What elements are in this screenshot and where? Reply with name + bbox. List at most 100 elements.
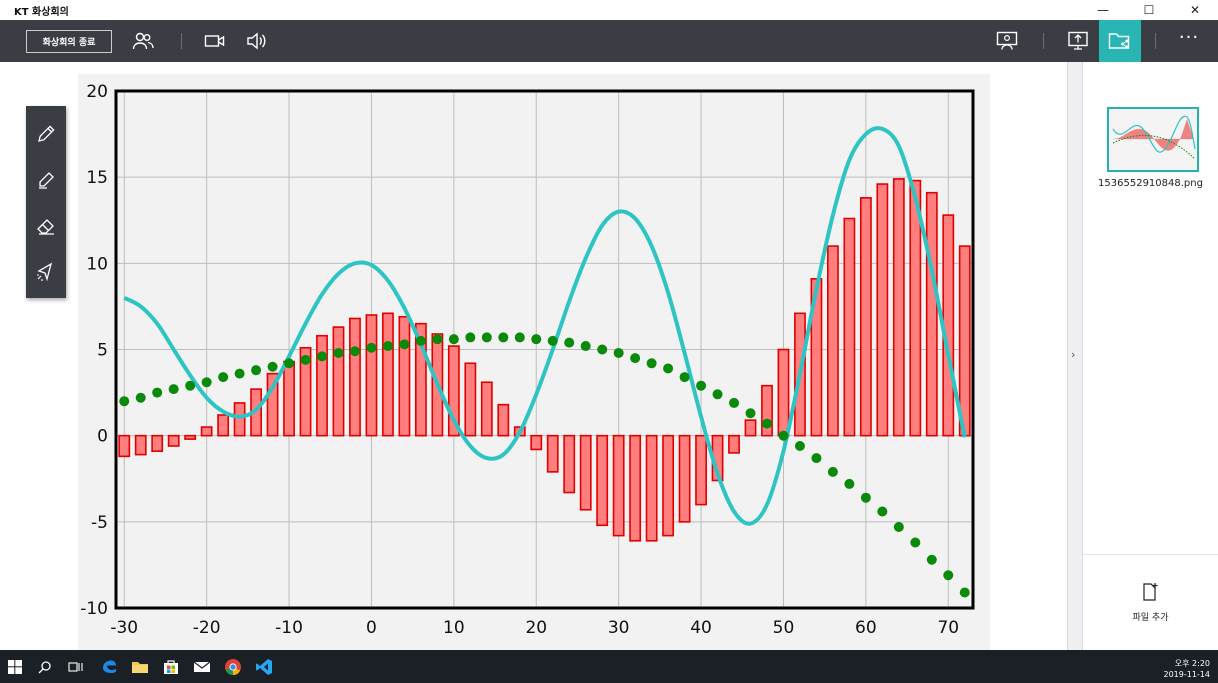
x-tick-label: -30 <box>110 618 138 638</box>
x-tick-label: 50 <box>773 618 795 638</box>
add-file-label: 파일 추가 <box>1132 613 1169 623</box>
store-icon[interactable] <box>161 658 181 676</box>
window-controls: — ☐ ✕ <box>1080 0 1218 20</box>
chart-point <box>827 466 838 477</box>
chart-point <box>152 387 163 398</box>
chart-point <box>860 492 871 503</box>
chart-bar <box>316 334 328 437</box>
chart-bar <box>546 434 559 473</box>
chart-bar <box>761 384 773 437</box>
chart-bar <box>447 345 460 437</box>
file-thumbnail[interactable] <box>1107 107 1199 172</box>
chart-point <box>613 347 624 358</box>
minimize-button[interactable]: — <box>1097 3 1109 17</box>
chart-bar <box>184 434 197 440</box>
speaker-icon[interactable] <box>244 29 270 53</box>
chart-bar <box>398 315 411 437</box>
toolbar-separator <box>1043 33 1044 49</box>
chart-bar <box>942 214 955 437</box>
x-tick-label: 70 <box>937 618 959 638</box>
chart-bar <box>728 434 740 454</box>
y-tick-label: -5 <box>91 513 108 533</box>
chart-point <box>547 335 558 346</box>
chart-bar <box>827 245 839 437</box>
pen-icon[interactable] <box>32 120 60 148</box>
laser-pointer-icon[interactable] <box>32 258 60 286</box>
chart-bar <box>859 197 872 437</box>
chart-point <box>597 344 608 355</box>
maximize-button[interactable]: ☐ <box>1143 3 1155 17</box>
file-name[interactable]: 1536552910848.png <box>1098 178 1203 189</box>
x-tick-label: 60 <box>855 618 877 638</box>
shared-whiteboard[interactable]: -30 -20 -10 0 10 20 30 40 50 60 70 -10 -5 0 5 10 15 20 <box>0 62 1067 650</box>
task-view-icon[interactable] <box>66 658 86 676</box>
clock-date: 2019-11-14 <box>1163 670 1211 679</box>
chart-bar <box>332 326 345 437</box>
chart-point <box>432 334 443 345</box>
panel-collapse-handle[interactable]: › <box>1067 62 1083 650</box>
presenter-icon[interactable] <box>995 29 1021 53</box>
chart-bar <box>744 419 757 437</box>
app-title: KT 화상회의 <box>14 6 69 18</box>
screen-share-icon[interactable] <box>1065 29 1091 53</box>
chart-point <box>712 389 723 400</box>
chart-point <box>679 372 690 383</box>
highlighter-icon[interactable] <box>32 166 60 194</box>
windows-taskbar: 오후 2:20 2019-11-14 <box>0 650 1218 683</box>
chart-point <box>745 408 756 419</box>
search-icon[interactable] <box>35 658 55 676</box>
y-tick-label: 0 <box>97 427 108 447</box>
x-tick-label: -10 <box>275 618 303 638</box>
add-file-button[interactable]: 파일 추가 <box>1083 582 1218 632</box>
chart-point <box>696 380 707 391</box>
chart-bar <box>217 414 230 437</box>
chart-point <box>926 554 937 565</box>
chart-point <box>761 418 772 429</box>
file-share-tab[interactable] <box>1099 20 1141 62</box>
toolbar-separator <box>1155 33 1156 49</box>
participants-icon[interactable] <box>130 29 156 53</box>
chart-point <box>284 358 295 369</box>
x-tick-label: -20 <box>193 618 221 638</box>
chrome-icon[interactable] <box>223 658 243 676</box>
file-explorer-icon[interactable] <box>130 658 150 676</box>
chart-point <box>119 396 130 407</box>
chart-line-series <box>123 126 967 526</box>
y-tick-label: 5 <box>97 341 108 361</box>
chart-bar <box>843 217 856 437</box>
camera-icon[interactable] <box>202 29 228 53</box>
chart-bar <box>283 360 295 437</box>
chart-bar <box>662 434 675 537</box>
windows-start-icon[interactable] <box>5 658 25 676</box>
mail-icon[interactable] <box>192 658 212 676</box>
chart-bar <box>349 317 361 437</box>
chart-point <box>778 430 789 441</box>
end-meeting-button[interactable]: 화상회의 종료 <box>26 30 112 53</box>
x-tick-label: 20 <box>525 618 547 638</box>
chart-bar <box>266 372 279 437</box>
chart-bar <box>480 381 493 437</box>
close-button[interactable]: ✕ <box>1189 3 1201 17</box>
chart-bar <box>612 434 625 537</box>
vscode-icon[interactable] <box>254 658 274 676</box>
chart-point <box>580 341 591 352</box>
eraser-icon[interactable] <box>32 212 60 240</box>
chart-point <box>234 368 245 379</box>
file-share-icon <box>1107 29 1133 53</box>
chart-bar <box>382 312 394 437</box>
edge-icon[interactable] <box>99 658 119 676</box>
chart-bar <box>464 362 477 437</box>
chart-bar <box>645 434 658 542</box>
chart-point <box>168 384 179 395</box>
chart-point <box>943 570 954 581</box>
chart-point <box>844 478 855 489</box>
chart-bar <box>909 179 922 437</box>
plot-frame <box>114 89 975 610</box>
chart-point <box>267 361 278 372</box>
chart-point <box>135 392 146 403</box>
system-clock[interactable]: 오후 2:20 2019-11-14 <box>1164 658 1211 680</box>
chart-bar <box>958 245 971 437</box>
more-options-button[interactable]: ··· <box>1178 27 1200 48</box>
chart-point <box>300 354 311 365</box>
chart-point <box>514 332 525 343</box>
